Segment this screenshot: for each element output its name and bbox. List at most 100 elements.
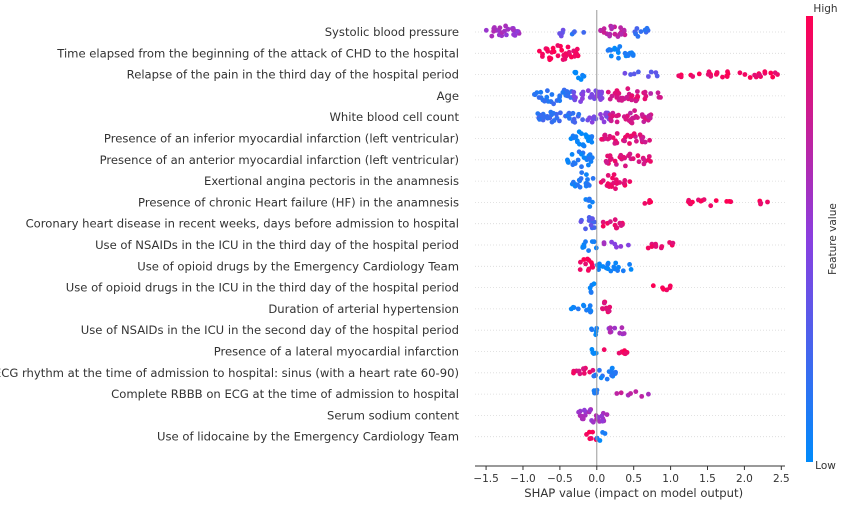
- shap-point: [589, 327, 595, 333]
- shap-point: [579, 131, 584, 137]
- x-tick-label: −1.5: [473, 473, 499, 485]
- shap-point: [587, 204, 593, 209]
- shap-point: [593, 116, 599, 122]
- shap-point: [580, 117, 585, 123]
- shap-point: [606, 47, 612, 52]
- shap-point: [762, 69, 768, 75]
- shap-point: [650, 283, 656, 289]
- shap-point: [601, 347, 607, 353]
- shap-point: [589, 119, 595, 125]
- shap-point: [568, 306, 574, 312]
- shap-point: [642, 89, 648, 95]
- shap-point: [608, 219, 613, 225]
- shap-point: [544, 47, 550, 52]
- shap-point: [720, 74, 725, 80]
- shap-point: [628, 267, 634, 272]
- shap-point: [605, 136, 611, 142]
- shap-point: [616, 264, 621, 270]
- shap-point: [618, 25, 623, 31]
- shap-point: [569, 152, 575, 157]
- shap-point: [540, 51, 545, 57]
- shap-point: [542, 98, 547, 104]
- shap-point: [545, 99, 551, 104]
- shap-point: [587, 285, 593, 291]
- shap-point: [590, 367, 596, 373]
- shap-point: [580, 96, 585, 101]
- shap-point: [616, 55, 621, 61]
- shap-point: [587, 95, 593, 100]
- shap-point: [770, 74, 776, 80]
- shap-point: [612, 325, 618, 331]
- shap-point: [560, 90, 566, 95]
- x-axis-label: SHAP value (impact on model output): [524, 486, 743, 500]
- shap-point: [557, 98, 563, 104]
- shap-point: [601, 240, 607, 246]
- shap-point: [611, 264, 617, 270]
- shap-point: [537, 117, 542, 122]
- shap-point: [619, 31, 624, 37]
- shap-point: [590, 216, 595, 222]
- shap-point: [607, 96, 613, 102]
- shap-point: [600, 223, 606, 229]
- shap-point: [708, 73, 714, 79]
- shap-point: [598, 375, 604, 381]
- shap-point: [631, 131, 637, 137]
- shap-point: [608, 53, 614, 59]
- x-tick-label: 2.0: [736, 473, 753, 485]
- shap-point: [587, 303, 593, 309]
- shap-point: [639, 112, 645, 117]
- shap-point: [608, 118, 614, 124]
- shap-point: [588, 222, 594, 228]
- shap-point: [724, 199, 730, 204]
- feature-label: Use of lidocaine by the Emergency Cardio…: [157, 430, 459, 444]
- shap-point: [605, 173, 611, 178]
- shap-point: [571, 135, 577, 141]
- shap-point: [633, 31, 638, 37]
- feature-label: Complete RBBB on ECG at the time of admi…: [111, 387, 459, 401]
- shap-point: [612, 241, 618, 247]
- shap-point: [604, 376, 610, 382]
- shap-point: [713, 72, 719, 77]
- shap-point: [565, 93, 571, 99]
- shap-point: [600, 418, 605, 424]
- shap-point: [634, 138, 639, 144]
- shap-point: [588, 436, 594, 441]
- shap-point: [621, 181, 627, 186]
- shap-point: [607, 31, 613, 37]
- x-axis: −1.5 −1.0 −0.5 0.0 0.5 1.0 1.5 2.0 2.5: [473, 465, 790, 485]
- shap-point: [587, 429, 592, 435]
- shap-point: [619, 325, 625, 331]
- shap-point: [696, 71, 702, 77]
- shap-point: [609, 184, 614, 190]
- shap-point: [614, 225, 620, 231]
- shap-point: [757, 72, 762, 78]
- shap-point: [555, 43, 561, 48]
- shap-point: [497, 25, 503, 31]
- shap-point: [545, 115, 550, 121]
- shap-point: [588, 290, 594, 295]
- shap-point: [724, 74, 730, 79]
- shap-point: [661, 286, 666, 292]
- shap-point: [607, 325, 613, 331]
- shap-point: [605, 89, 611, 95]
- shap-point: [582, 407, 587, 413]
- shap-point: [579, 151, 584, 157]
- shap-point: [636, 159, 642, 165]
- shap-point: [599, 115, 605, 121]
- feature-label: Presence of an anterior myocardial infar…: [100, 153, 459, 167]
- feature-label: Relapse of the pain in the third day of …: [127, 68, 459, 82]
- shap-point: [566, 49, 572, 55]
- shap-point: [670, 240, 676, 246]
- shap-point: [591, 281, 597, 287]
- shap-point: [589, 139, 595, 145]
- feature-label: Duration of arterial hypertension: [268, 302, 459, 316]
- shap-point: [612, 217, 618, 223]
- shap-point: [491, 28, 496, 34]
- shap-point: [607, 329, 613, 335]
- feature-label: Use of opioid drugs by the Emergency Car…: [137, 259, 459, 273]
- shap-point: [585, 182, 591, 187]
- shap-point: [619, 98, 625, 103]
- shap-point: [639, 394, 645, 399]
- shap-point: [581, 244, 587, 250]
